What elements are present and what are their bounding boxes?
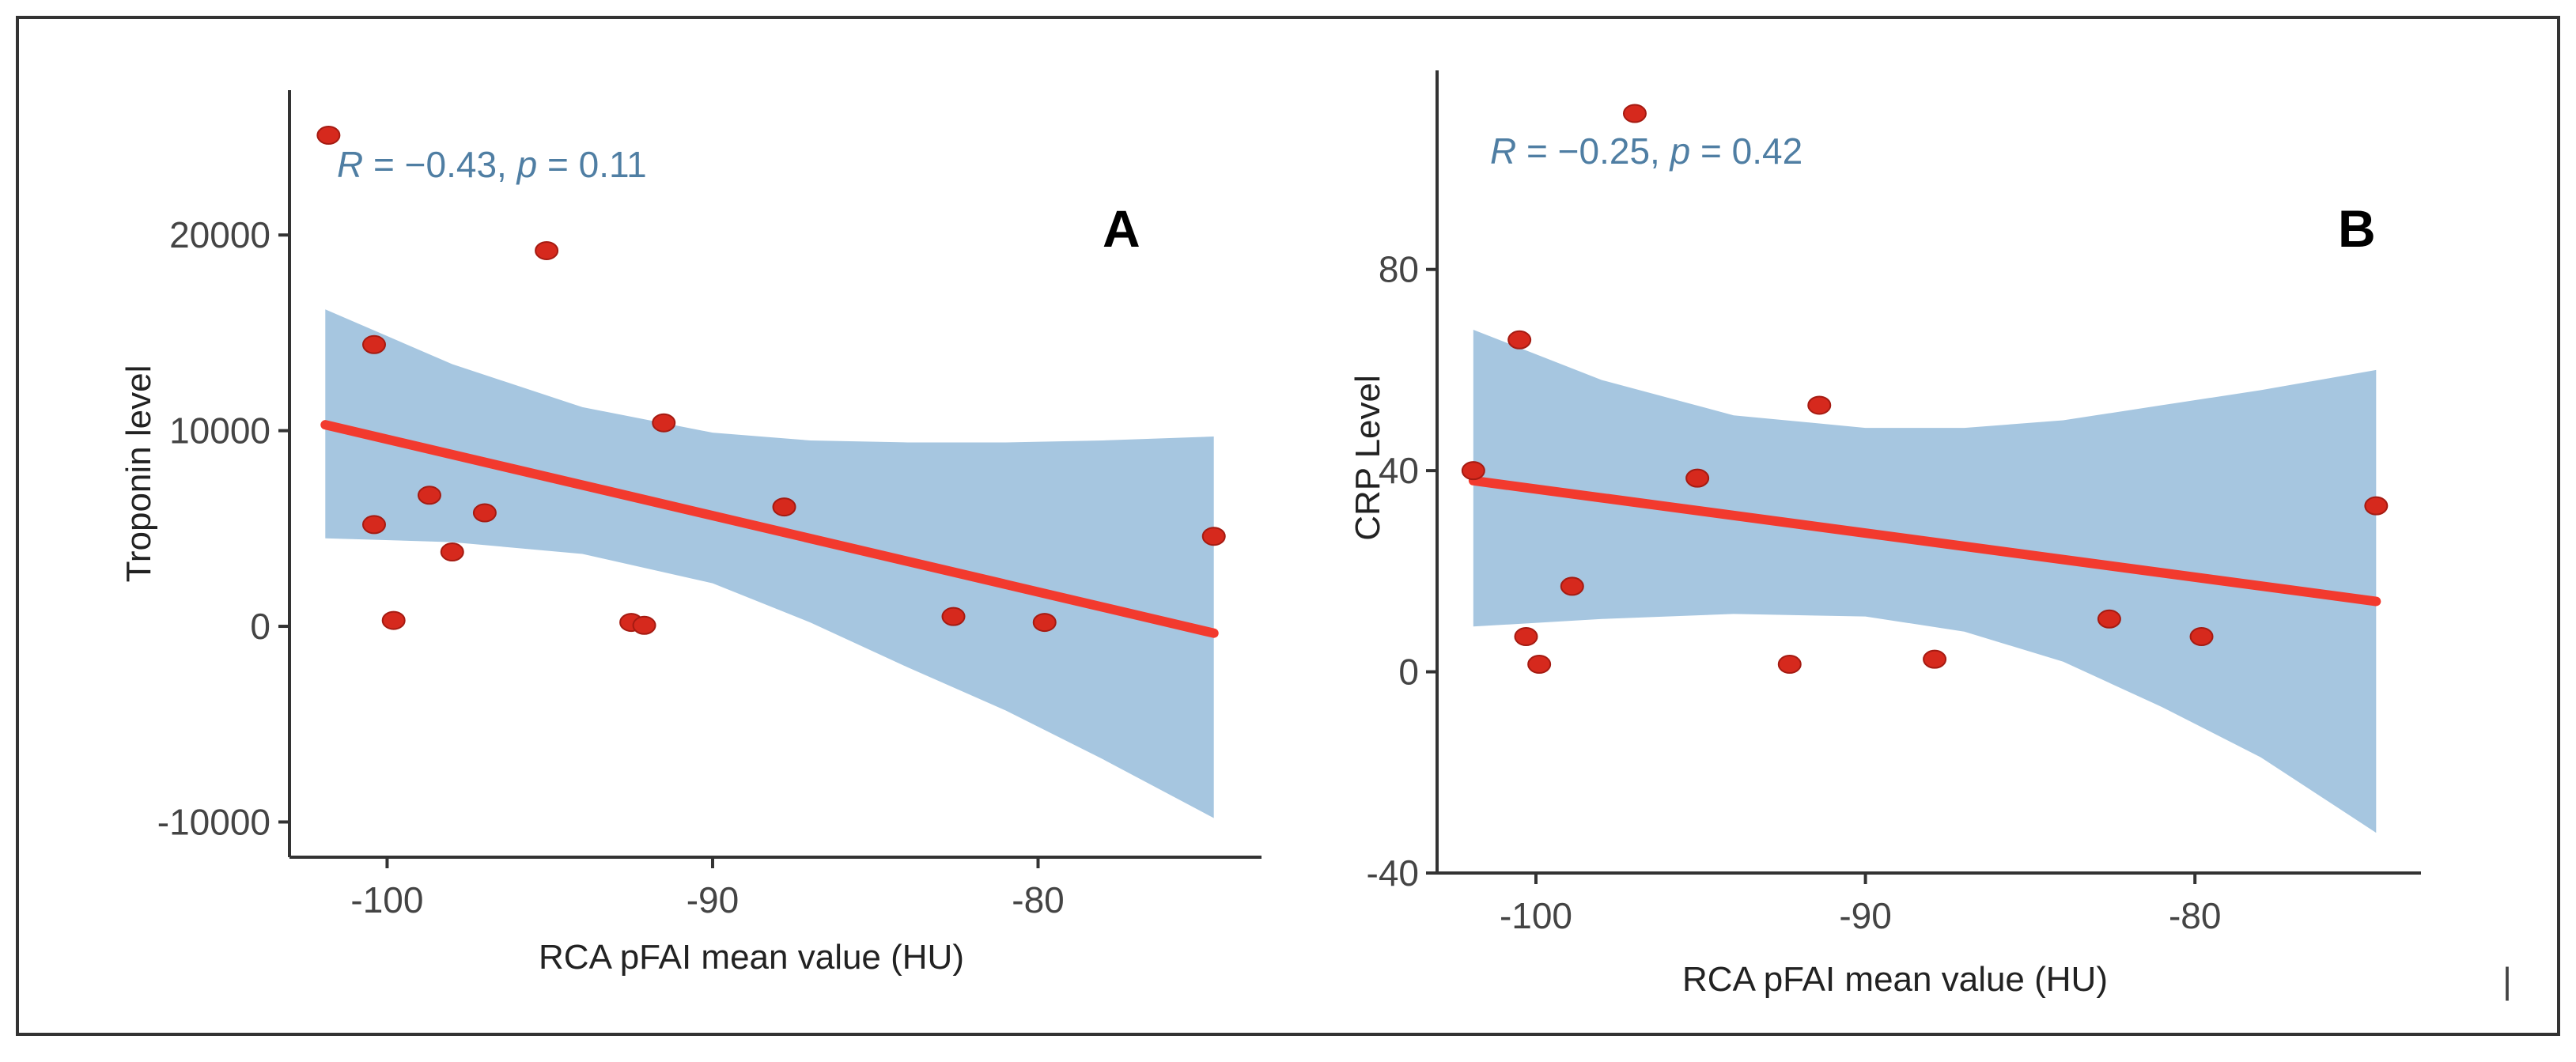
data-point-b-3: [1461, 461, 1485, 481]
regression-line-a: [320, 420, 1219, 638]
x-tick-label-b-0: -100: [1500, 895, 1572, 936]
y-axis-title-a: Troponin level: [119, 365, 158, 583]
data-point-a-3: [381, 610, 406, 630]
data-point-b-5: [1560, 576, 1584, 596]
y-tick-label-b-3: 80: [1379, 249, 1419, 290]
data-point-b-7: [1527, 655, 1552, 675]
panel-label-a: A: [1103, 199, 1140, 258]
data-point-a-14: [1201, 527, 1226, 546]
x-tick-label-a-1: -90: [687, 879, 739, 920]
y-tick-label-a-1: 0: [250, 606, 270, 647]
axes-a: -100 -90 -80 -10000 0 10000 20000: [157, 90, 1262, 920]
confidence-band-a: [325, 309, 1214, 818]
trailing-mark: |: [2502, 960, 2512, 1001]
y-tick-label-b-0: -40: [1367, 852, 1419, 894]
y-tick-label-b-1: 0: [1398, 652, 1419, 693]
data-point-a-9: [632, 615, 656, 635]
data-point-a-7: [535, 240, 559, 260]
data-point-b-1: [1507, 330, 1532, 350]
y-tick-label-a-2: 10000: [169, 410, 270, 452]
data-point-b-4: [1685, 468, 1710, 488]
data-point-a-2: [361, 515, 386, 535]
data-point-b-11: [2189, 627, 2214, 647]
fit-line-a: [320, 420, 1219, 638]
data-point-b-6: [1514, 627, 1538, 647]
axes-b: -100 -90 -80 -40 0 40 80: [1367, 70, 2421, 936]
y-tick-label-a-0: -10000: [157, 801, 270, 842]
data-point-b-9: [1923, 649, 1947, 669]
x-axis-title-b: RCA pFAI mean value (HU): [1682, 960, 2108, 999]
data-point-a-0: [316, 126, 341, 146]
data-point-a-12: [941, 607, 966, 626]
data-point-b-2: [1807, 395, 1832, 415]
data-point-a-10: [652, 413, 676, 433]
panel-b: -100 -90 -80 -40 0 40 80 R = −0.25, p = 0.42 B…: [1349, 70, 2421, 999]
data-point-b-10: [2097, 609, 2121, 629]
x-tick-label-b-1: -90: [1839, 895, 1891, 936]
x-tick-label-a-2: -80: [1012, 879, 1064, 920]
data-point-a-4: [417, 486, 441, 505]
figure-frame: -100 -90 -80 -10000 0 10000 20000 R = −0.43, p…: [16, 16, 2560, 1036]
fit-line-b: [1468, 475, 2381, 607]
data-point-a-5: [440, 542, 464, 562]
data-point-a-11: [772, 497, 796, 517]
stat-label-a: R = −0.43, p = 0.11: [337, 144, 647, 185]
data-point-b-12: [2364, 496, 2389, 516]
data-point-a-13: [1032, 613, 1057, 633]
data-point-b-0: [1622, 104, 1647, 123]
points-b: [1461, 104, 2389, 675]
confidence-band-b: [1473, 330, 2377, 833]
y-tick-label-a-3: 20000: [169, 214, 270, 255]
scatter-charts: -100 -90 -80 -10000 0 10000 20000 R = −0.43, p…: [119, 70, 2512, 1001]
y-tick-label-b-2: 40: [1379, 450, 1419, 491]
regression-line-b: [1468, 475, 2381, 607]
y-axis-title-b: CRP Level: [1349, 375, 1387, 541]
data-point-b-8: [1777, 655, 1802, 675]
panel-a: -100 -90 -80 -10000 0 10000 20000 R = −0.43, p…: [119, 90, 1262, 977]
stat-label-b: R = −0.25, p = 0.42: [1490, 130, 1802, 172]
x-tick-label-b-2: -80: [2169, 895, 2221, 936]
x-axis-title-a: RCA pFAI mean value (HU): [539, 938, 964, 977]
points-a: [316, 126, 1226, 635]
panel-label-b: B: [2338, 199, 2376, 258]
x-tick-label-a-0: -100: [350, 879, 423, 920]
confidence-band-area-b: [1473, 330, 2377, 833]
data-point-a-1: [361, 334, 386, 354]
data-point-a-6: [472, 503, 497, 523]
confidence-band-area-a: [325, 309, 1214, 818]
